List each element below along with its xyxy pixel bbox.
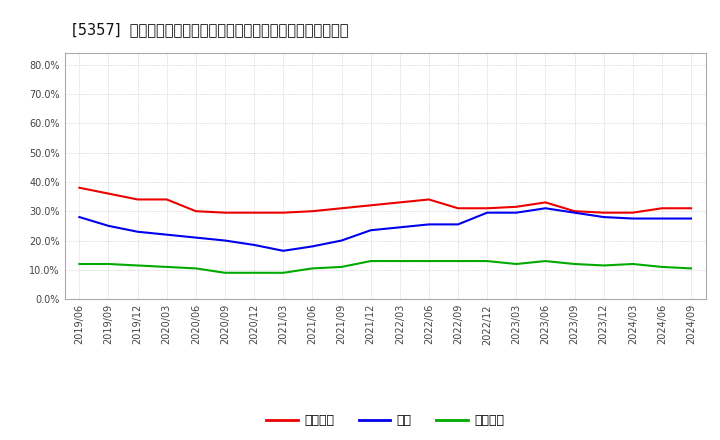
在庫 [163, 232, 171, 237]
在庫 [75, 214, 84, 220]
売上債権 [192, 209, 200, 214]
売上債権 [425, 197, 433, 202]
買入債務 [163, 264, 171, 270]
買入債務 [220, 270, 229, 275]
在庫 [133, 229, 142, 235]
買入債務 [337, 264, 346, 270]
買入債務 [133, 263, 142, 268]
在庫 [308, 244, 317, 249]
売上債権 [366, 203, 375, 208]
買入債務 [75, 261, 84, 267]
売上債権 [104, 191, 113, 196]
売上債権 [279, 210, 287, 215]
Line: 買入債務: 買入債務 [79, 261, 691, 273]
買入債務 [629, 261, 637, 267]
買入債務 [512, 261, 521, 267]
売上債権 [250, 210, 258, 215]
売上債権 [541, 200, 550, 205]
売上債権 [395, 200, 404, 205]
在庫 [541, 205, 550, 211]
在庫 [454, 222, 462, 227]
売上債権 [163, 197, 171, 202]
在庫 [483, 210, 492, 215]
買入債務 [570, 261, 579, 267]
在庫 [570, 210, 579, 215]
Legend: 売上債権, 在庫, 買入債務: 売上債権, 在庫, 買入債務 [261, 409, 509, 432]
買入債務 [599, 263, 608, 268]
売上債権 [570, 209, 579, 214]
在庫 [657, 216, 666, 221]
売上債権 [512, 204, 521, 209]
買入債務 [308, 266, 317, 271]
売上債権 [337, 205, 346, 211]
買入債務 [454, 258, 462, 264]
在庫 [250, 242, 258, 248]
買入債務 [104, 261, 113, 267]
買入債務 [366, 258, 375, 264]
在庫 [337, 238, 346, 243]
買入債務 [395, 258, 404, 264]
買入債務 [541, 258, 550, 264]
売上債権 [687, 205, 696, 211]
買入債務 [657, 264, 666, 270]
在庫 [395, 225, 404, 230]
在庫 [279, 248, 287, 253]
売上債権 [483, 205, 492, 211]
在庫 [425, 222, 433, 227]
Text: [5357]  売上債権、在庫、買入債務の総資産に対する比率の推移: [5357] 売上債権、在庫、買入債務の総資産に対する比率の推移 [72, 22, 348, 37]
売上債権 [657, 205, 666, 211]
売上債権 [599, 210, 608, 215]
売上債権 [75, 185, 84, 191]
在庫 [366, 227, 375, 233]
在庫 [192, 235, 200, 240]
在庫 [629, 216, 637, 221]
在庫 [220, 238, 229, 243]
売上債権 [308, 209, 317, 214]
在庫 [599, 214, 608, 220]
買入債務 [425, 258, 433, 264]
買入債務 [192, 266, 200, 271]
買入債務 [279, 270, 287, 275]
売上債権 [220, 210, 229, 215]
在庫 [104, 223, 113, 228]
買入債務 [483, 258, 492, 264]
在庫 [512, 210, 521, 215]
売上債権 [454, 205, 462, 211]
売上債権 [629, 210, 637, 215]
在庫 [687, 216, 696, 221]
Line: 売上債権: 売上債権 [79, 188, 691, 213]
買入債務 [687, 266, 696, 271]
売上債権 [133, 197, 142, 202]
Line: 在庫: 在庫 [79, 208, 691, 251]
買入債務 [250, 270, 258, 275]
